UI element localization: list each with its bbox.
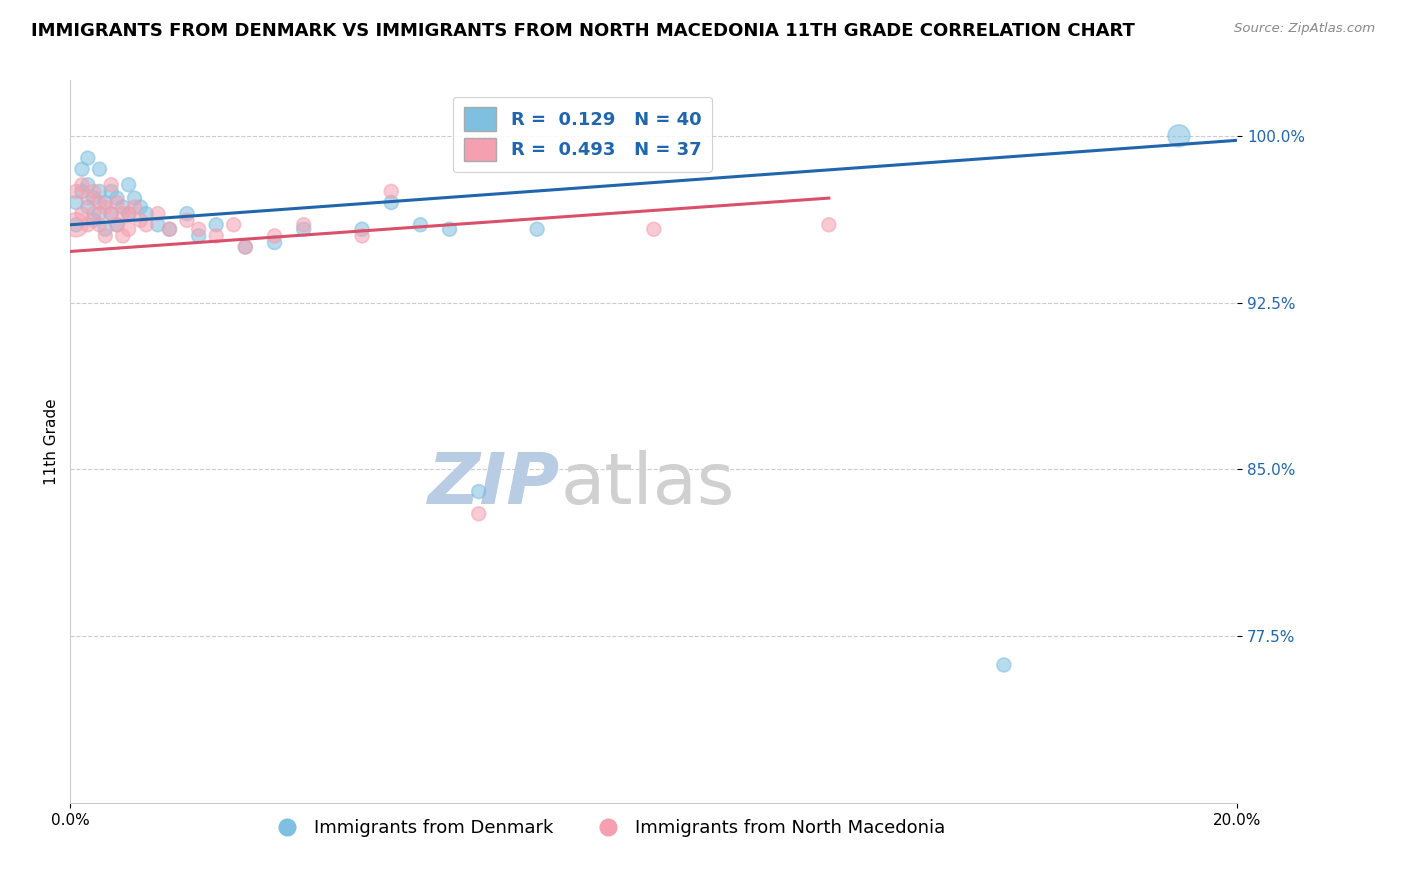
Point xyxy=(70,178,93,192)
Point xyxy=(100,185,122,199)
Point xyxy=(159,222,181,236)
Point xyxy=(222,218,245,232)
Point xyxy=(439,222,461,236)
Point xyxy=(135,207,157,221)
Point xyxy=(187,222,209,236)
Text: atlas: atlas xyxy=(561,450,735,519)
Point xyxy=(118,207,141,221)
Point xyxy=(263,235,285,250)
Point xyxy=(70,162,93,177)
Point xyxy=(65,218,87,232)
Point xyxy=(292,218,315,232)
Point xyxy=(176,207,198,221)
Point xyxy=(146,218,169,232)
Text: IMMIGRANTS FROM DENMARK VS IMMIGRANTS FROM NORTH MACEDONIA 11TH GRADE CORRELATIO: IMMIGRANTS FROM DENMARK VS IMMIGRANTS FR… xyxy=(31,22,1135,40)
Point xyxy=(468,484,491,499)
Point xyxy=(89,195,111,210)
Point xyxy=(352,228,374,243)
Point xyxy=(94,228,117,243)
Point xyxy=(105,191,128,205)
Point xyxy=(993,657,1015,672)
Point xyxy=(65,185,87,199)
Point xyxy=(129,213,152,227)
Point xyxy=(111,228,134,243)
Point xyxy=(233,240,256,254)
Point xyxy=(124,191,146,205)
Point xyxy=(89,207,111,221)
Point xyxy=(118,222,141,236)
Point xyxy=(643,222,665,236)
Point xyxy=(105,218,128,232)
Point xyxy=(100,207,122,221)
Point xyxy=(89,218,111,232)
Point xyxy=(76,178,98,192)
Point xyxy=(146,207,169,221)
Point xyxy=(70,185,93,199)
Point xyxy=(118,178,141,192)
Y-axis label: 11th Grade: 11th Grade xyxy=(44,398,59,485)
Point xyxy=(380,195,402,210)
Point xyxy=(187,228,209,243)
Point xyxy=(129,200,152,214)
Point xyxy=(105,195,128,210)
Point xyxy=(83,185,105,199)
Point xyxy=(263,228,285,243)
Point xyxy=(205,228,228,243)
Point xyxy=(111,200,134,214)
Point xyxy=(205,218,228,232)
Point xyxy=(76,191,98,205)
Point xyxy=(89,185,111,199)
Point xyxy=(111,207,134,221)
Point xyxy=(352,222,374,236)
Point xyxy=(94,200,117,214)
Point xyxy=(83,213,105,227)
Point xyxy=(65,195,87,210)
Point xyxy=(65,218,87,232)
Point xyxy=(1167,128,1189,143)
Point xyxy=(89,162,111,177)
Point xyxy=(94,222,117,236)
Point xyxy=(94,195,117,210)
Legend: Immigrants from Denmark, Immigrants from North Macedonia: Immigrants from Denmark, Immigrants from… xyxy=(262,812,952,845)
Point xyxy=(105,218,128,232)
Point xyxy=(100,178,122,192)
Point xyxy=(409,218,432,232)
Point xyxy=(380,185,402,199)
Point xyxy=(468,507,491,521)
Point xyxy=(135,218,157,232)
Point xyxy=(76,218,98,232)
Point xyxy=(100,207,122,221)
Point xyxy=(159,222,181,236)
Point xyxy=(76,151,98,165)
Point xyxy=(176,213,198,227)
Text: Source: ZipAtlas.com: Source: ZipAtlas.com xyxy=(1234,22,1375,36)
Point xyxy=(70,207,93,221)
Point xyxy=(124,200,146,214)
Point xyxy=(83,207,105,221)
Point xyxy=(818,218,841,232)
Point xyxy=(526,222,548,236)
Text: ZIP: ZIP xyxy=(429,450,561,519)
Point xyxy=(292,222,315,236)
Point xyxy=(233,240,256,254)
Point xyxy=(83,191,105,205)
Point xyxy=(118,207,141,221)
Point xyxy=(76,200,98,214)
